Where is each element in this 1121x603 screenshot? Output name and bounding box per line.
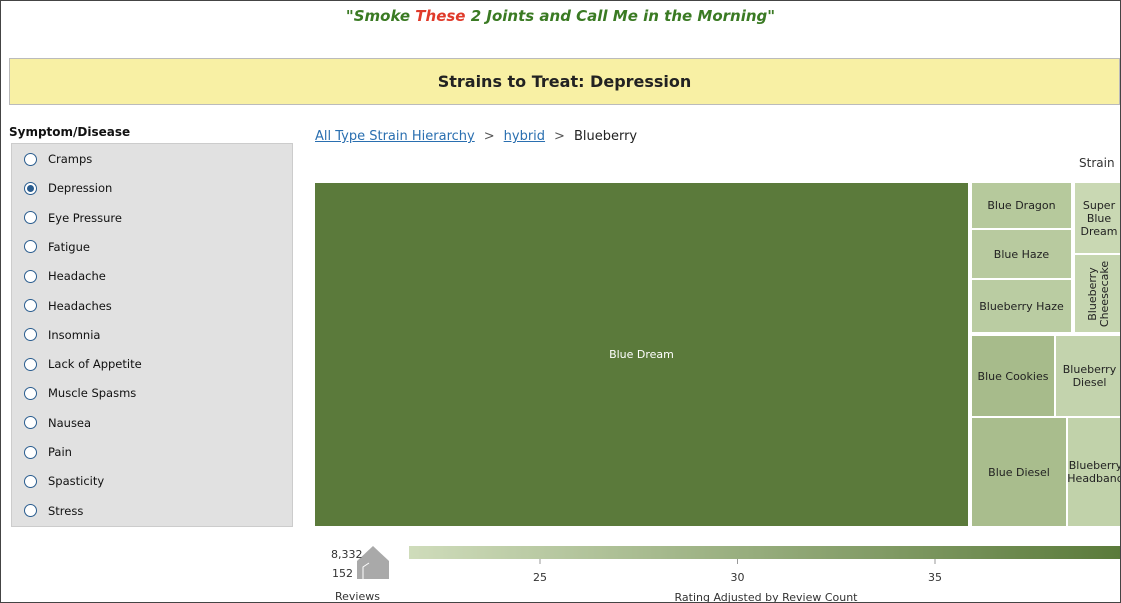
radio-button[interactable]: [24, 504, 37, 518]
treemap-tile[interactable]: Blueberry Diesel: [1055, 335, 1120, 417]
tile-label: Blueberry Diesel: [1062, 363, 1117, 389]
filter-option[interactable]: Nausea: [24, 416, 91, 430]
color-legend-bar: [409, 546, 1120, 559]
size-legend-max: 8,332: [331, 548, 363, 561]
radio-button[interactable]: [24, 416, 37, 430]
option-label: Insomnia: [48, 327, 101, 342]
filter-option[interactable]: Headache: [24, 269, 106, 283]
filter-option[interactable]: Spasticity: [24, 474, 104, 488]
treemap-tile[interactable]: Blueberry Cheesecake: [1074, 254, 1120, 333]
radio-dot: [27, 184, 34, 192]
radio-button[interactable]: [24, 181, 37, 195]
tile-label: Super Blue Dream: [1080, 198, 1118, 238]
breadcrumb-link[interactable]: hybrid: [503, 129, 546, 144]
page-title: "Smoke These 2 Joints and Call Me in the…: [1, 7, 1120, 25]
color-legend-tick: 35: [928, 571, 942, 584]
treemap-tile[interactable]: Super Blue Dream: [1074, 182, 1120, 254]
radio-button[interactable]: [24, 386, 37, 400]
size-legend-shape: [357, 546, 389, 579]
size-legend-shape: [362, 562, 370, 579]
title-part: "Smoke: [345, 7, 416, 25]
filter-option[interactable]: Fatigue: [24, 240, 90, 254]
filter-option[interactable]: Headaches: [24, 299, 112, 313]
breadcrumb-separator: >: [554, 129, 565, 144]
tile-label: Blue Haze: [993, 247, 1050, 261]
radio-button[interactable]: [24, 474, 37, 488]
treemap-header: Strain: [1079, 156, 1115, 170]
filter-option[interactable]: Pain: [24, 445, 72, 459]
radio-button[interactable]: [24, 328, 37, 342]
radio-button[interactable]: [24, 357, 37, 371]
treemap-tile[interactable]: Blue Haze: [971, 229, 1072, 279]
size-legend-min: 152: [332, 567, 353, 580]
filter-label: Symptom/Disease: [9, 125, 131, 139]
size-legend-title: Reviews: [335, 590, 380, 603]
option-label: Headache: [48, 269, 106, 284]
filter-panel: [11, 143, 293, 527]
option-label: Stress: [48, 503, 84, 518]
option-label: Nausea: [48, 415, 92, 430]
banner: Strains to Treat: Depression: [9, 58, 1120, 105]
treemap-tile[interactable]: Blue Cookies: [971, 335, 1055, 417]
option-label: Lack of Appetite: [48, 357, 142, 372]
breadcrumb: All Type Strain Hierarchy > hybrid > Blueber…: [315, 129, 637, 144]
color-legend-tick: 30: [730, 571, 745, 584]
filter-option[interactable]: Lack of Appetite: [24, 357, 142, 371]
breadcrumb-separator: >: [483, 129, 495, 144]
option-label: Muscle Spasms: [48, 386, 137, 401]
color-legend-tick: 25: [533, 571, 547, 584]
breadcrumb-link[interactable]: All Type Strain Hierarchy: [315, 129, 475, 144]
color-legend-title: Rating Adjusted by Review Count: [674, 591, 858, 603]
option-label: Fatigue: [48, 239, 90, 254]
treemap-tile[interactable]: Blueberry Haze: [971, 279, 1072, 333]
treemap-tile[interactable]: Blue Dream: [314, 182, 969, 527]
filter-option[interactable]: Muscle Spasms: [24, 386, 136, 400]
option-label: Pain: [48, 445, 72, 459]
radio-button[interactable]: [24, 240, 37, 254]
title-part: These: [415, 7, 466, 25]
breadcrumb-current: Blueberry: [573, 129, 638, 144]
title-part: 2 Joints and Call Me in the Morning": [465, 7, 776, 25]
option-label: Eye Pressure: [48, 210, 122, 225]
treemap-tile[interactable]: Blueberry Headband: [1067, 417, 1121, 527]
tile-label: Blueberry Haze: [979, 299, 1064, 313]
filter-option[interactable]: Eye Pressure: [24, 211, 122, 225]
tile-label: Blue Diesel: [988, 465, 1050, 479]
option-label: Depression: [48, 181, 113, 196]
filter-option[interactable]: Insomnia: [24, 328, 100, 342]
option-label: Cramps: [48, 152, 93, 166]
filter-option[interactable]: Stress: [24, 504, 83, 518]
radio-button[interactable]: [24, 269, 37, 283]
radio-button[interactable]: [24, 299, 37, 312]
filter-option[interactable]: Cramps: [24, 152, 92, 166]
filter-option[interactable]: Depression: [24, 181, 112, 195]
treemap-tile[interactable]: Blue Diesel: [971, 417, 1067, 527]
option-label: Headaches: [48, 298, 112, 313]
treemap-tile[interactable]: Blue Dragon: [971, 182, 1072, 229]
tile-label: Blue Dragon: [987, 199, 1056, 212]
radio-button[interactable]: [24, 211, 37, 225]
radio-button[interactable]: [24, 152, 37, 166]
tile-label: Blue Cookies: [977, 369, 1049, 383]
radio-button[interactable]: [24, 445, 37, 459]
option-label: Spasticity: [48, 474, 105, 489]
tile-label: Blue Dream: [609, 348, 674, 361]
tile-label: Blueberry Headband: [1067, 459, 1121, 485]
